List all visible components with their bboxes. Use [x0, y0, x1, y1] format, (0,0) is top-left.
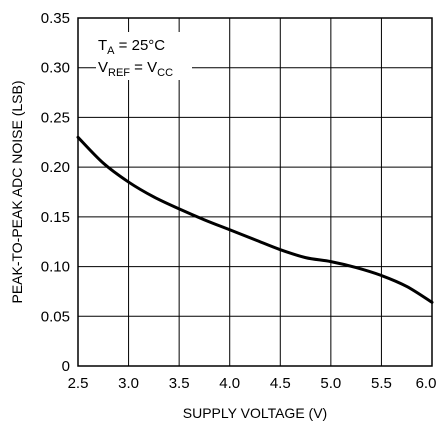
- y-tick-label: 0.20: [41, 159, 70, 176]
- y-tick-label: 0: [62, 358, 70, 375]
- series-line: [76, 135, 434, 304]
- annotation-vref: VREF = VCC: [98, 59, 173, 79]
- x-tick-label: 6.0: [416, 375, 437, 392]
- x-tick-label: 5.0: [320, 375, 341, 392]
- y-tick-label: 0.35: [41, 10, 70, 27]
- plot-frame: [77, 17, 433, 367]
- y-axis-title: PEAK-TO-PEAK ADC NOISE (LSB): [9, 80, 25, 303]
- y-tick-label: 0.30: [41, 60, 70, 77]
- y-tick-label: 0.10: [41, 259, 70, 276]
- x-tick-label: 2.5: [68, 375, 89, 392]
- y-tick-label: 0.25: [41, 109, 70, 126]
- annotation-background: [96, 32, 192, 80]
- y-tick-label: 0.05: [41, 308, 70, 325]
- x-axis-title: SUPPLY VOLTAGE (V): [183, 405, 327, 421]
- y-tick-label: 0.15: [41, 209, 70, 226]
- x-tick-label: 5.5: [371, 375, 392, 392]
- x-tick-label: 3.5: [169, 375, 190, 392]
- annotation-temperature: TA = 25°C: [98, 37, 165, 57]
- y-tick-labels: 0 0.05 0.10 0.15 0.20 0.25 0.30 0.35: [41, 10, 70, 375]
- x-tick-labels: 2.5 3.0 3.5 4.0 4.5 5.0 5.5 6.0: [68, 375, 437, 392]
- x-tick-label: 4.0: [219, 375, 240, 392]
- x-tick-label: 4.5: [270, 375, 291, 392]
- x-tick-label: 3.0: [118, 375, 139, 392]
